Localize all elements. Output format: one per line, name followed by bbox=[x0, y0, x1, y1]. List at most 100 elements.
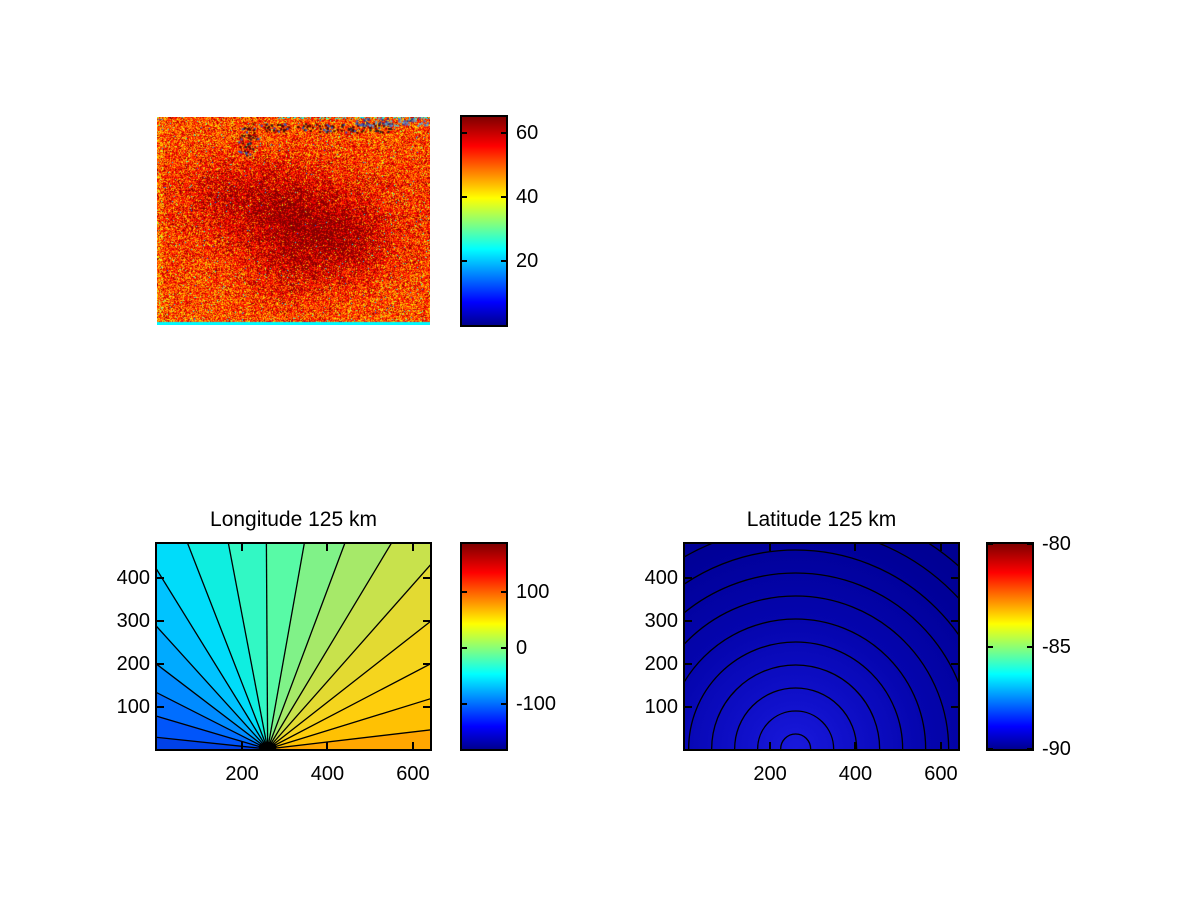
latitude-colorbar bbox=[986, 542, 1034, 751]
fan-convergence-blob bbox=[258, 742, 277, 749]
axis-tick bbox=[685, 662, 692, 665]
colorbar-tick-label: 0 bbox=[516, 636, 528, 659]
longitude-contour-svg bbox=[157, 544, 430, 749]
axis-tick bbox=[241, 742, 244, 749]
longitude-contour-line bbox=[267, 698, 430, 749]
latitude-contour-line bbox=[711, 664, 881, 749]
longitude-contour-line bbox=[267, 544, 392, 749]
axis-tick bbox=[423, 620, 430, 623]
longitude-contour-line bbox=[267, 663, 430, 749]
x-tick-label: 200 bbox=[753, 763, 787, 785]
colorbar-tick bbox=[1027, 645, 1032, 648]
y-tick-label: 300 bbox=[116, 610, 150, 633]
axis-tick bbox=[685, 577, 692, 580]
colorbar-tick bbox=[462, 132, 467, 134]
longitude-contour-line bbox=[267, 544, 346, 749]
axis-tick bbox=[769, 544, 772, 551]
longitude-contour-line bbox=[157, 715, 268, 749]
colorbar-tick bbox=[501, 703, 506, 706]
axis-tick bbox=[241, 544, 244, 551]
axis-tick bbox=[411, 544, 414, 551]
latitude-contour-line bbox=[685, 595, 950, 749]
latitude-contour-line bbox=[734, 687, 858, 749]
y-tick-label: 200 bbox=[116, 652, 150, 675]
axis-tick bbox=[157, 662, 164, 665]
longitude-contour-line bbox=[265, 544, 269, 749]
latitude-contour-line bbox=[685, 618, 927, 749]
longitude-contour-line bbox=[157, 625, 269, 749]
latitude-title: Latitude 125 km bbox=[746, 508, 897, 531]
colorbar-tick bbox=[501, 260, 506, 262]
latitude-contour-line bbox=[688, 641, 904, 749]
colorbar-tick-label: -90 bbox=[1042, 738, 1071, 760]
latitude-contour-line bbox=[685, 572, 958, 683]
noise-image-canvas bbox=[157, 117, 430, 325]
colorbar-tick bbox=[1027, 748, 1032, 750]
axis-tick bbox=[423, 705, 430, 708]
colorbar-tick bbox=[462, 196, 467, 198]
longitude-contour-line bbox=[267, 564, 430, 749]
axis-tick bbox=[685, 620, 692, 623]
longitude-sector bbox=[157, 692, 268, 749]
colorbar-tick bbox=[1027, 543, 1032, 545]
axis-tick bbox=[157, 705, 164, 708]
axis-tick bbox=[411, 742, 414, 749]
axis-tick bbox=[939, 742, 942, 749]
axis-tick bbox=[157, 620, 164, 623]
longitude-contour-line bbox=[157, 663, 269, 749]
colorbar-tick bbox=[988, 645, 993, 648]
longitude-colorbar bbox=[460, 542, 508, 751]
colorbar-tick bbox=[501, 132, 506, 134]
image-colorbar bbox=[460, 115, 508, 327]
colorbar-tick-label: 40 bbox=[516, 186, 539, 208]
axis-tick bbox=[854, 544, 857, 551]
colorbar-tick-label: 20 bbox=[516, 250, 539, 272]
longitude-contour-line bbox=[157, 736, 268, 749]
axis-tick bbox=[769, 742, 772, 749]
y-tick-label: 400 bbox=[644, 567, 678, 590]
longitude-contour-line bbox=[227, 544, 269, 749]
x-tick-label: 600 bbox=[396, 763, 430, 785]
longitude-contour-line bbox=[267, 621, 430, 749]
longitude-contour-line bbox=[157, 692, 268, 749]
longitude-contour-line bbox=[267, 729, 430, 749]
longitude-contour-line bbox=[267, 544, 305, 749]
colorbar-tick bbox=[988, 748, 993, 750]
y-tick-label: 100 bbox=[644, 695, 678, 718]
longitude-contour-line bbox=[157, 568, 269, 749]
latitude-contour-line bbox=[757, 710, 835, 749]
axis-tick bbox=[951, 705, 958, 708]
y-tick-label: 100 bbox=[116, 695, 150, 718]
colorbar-tick bbox=[988, 543, 993, 545]
latitude-contour-line bbox=[780, 733, 812, 749]
axis-tick bbox=[423, 662, 430, 665]
colorbar-tick-label: 60 bbox=[516, 122, 539, 144]
colorbar-tick bbox=[462, 703, 467, 706]
latitude-contour-svg bbox=[685, 544, 958, 749]
colorbar-tick bbox=[462, 590, 467, 593]
axis-tick bbox=[326, 544, 329, 551]
colorbar-tick-label: -100 bbox=[516, 693, 557, 716]
colorbar-tick bbox=[501, 590, 506, 593]
longitude-sector bbox=[157, 716, 268, 749]
x-tick-label: 200 bbox=[225, 763, 259, 785]
axis-tick bbox=[685, 705, 692, 708]
y-tick-label: 200 bbox=[644, 652, 678, 675]
x-tick-label: 400 bbox=[310, 763, 345, 785]
longitude-title: Longitude 125 km bbox=[210, 508, 377, 531]
colorbar-tick bbox=[501, 646, 506, 649]
latitude-contour-line bbox=[685, 549, 958, 636]
axis-tick bbox=[951, 577, 958, 580]
x-tick-label: 400 bbox=[838, 763, 873, 785]
colorbar-tick bbox=[462, 260, 467, 262]
longitude-contour-line bbox=[187, 544, 269, 749]
axis-tick bbox=[157, 577, 164, 580]
axis-tick bbox=[951, 620, 958, 623]
colorbar-tick bbox=[462, 646, 467, 649]
axis-tick bbox=[939, 544, 942, 551]
axis-tick bbox=[951, 662, 958, 665]
axis-tick bbox=[326, 742, 329, 749]
x-tick-label: 600 bbox=[924, 763, 958, 785]
latitude-fill bbox=[685, 544, 958, 749]
